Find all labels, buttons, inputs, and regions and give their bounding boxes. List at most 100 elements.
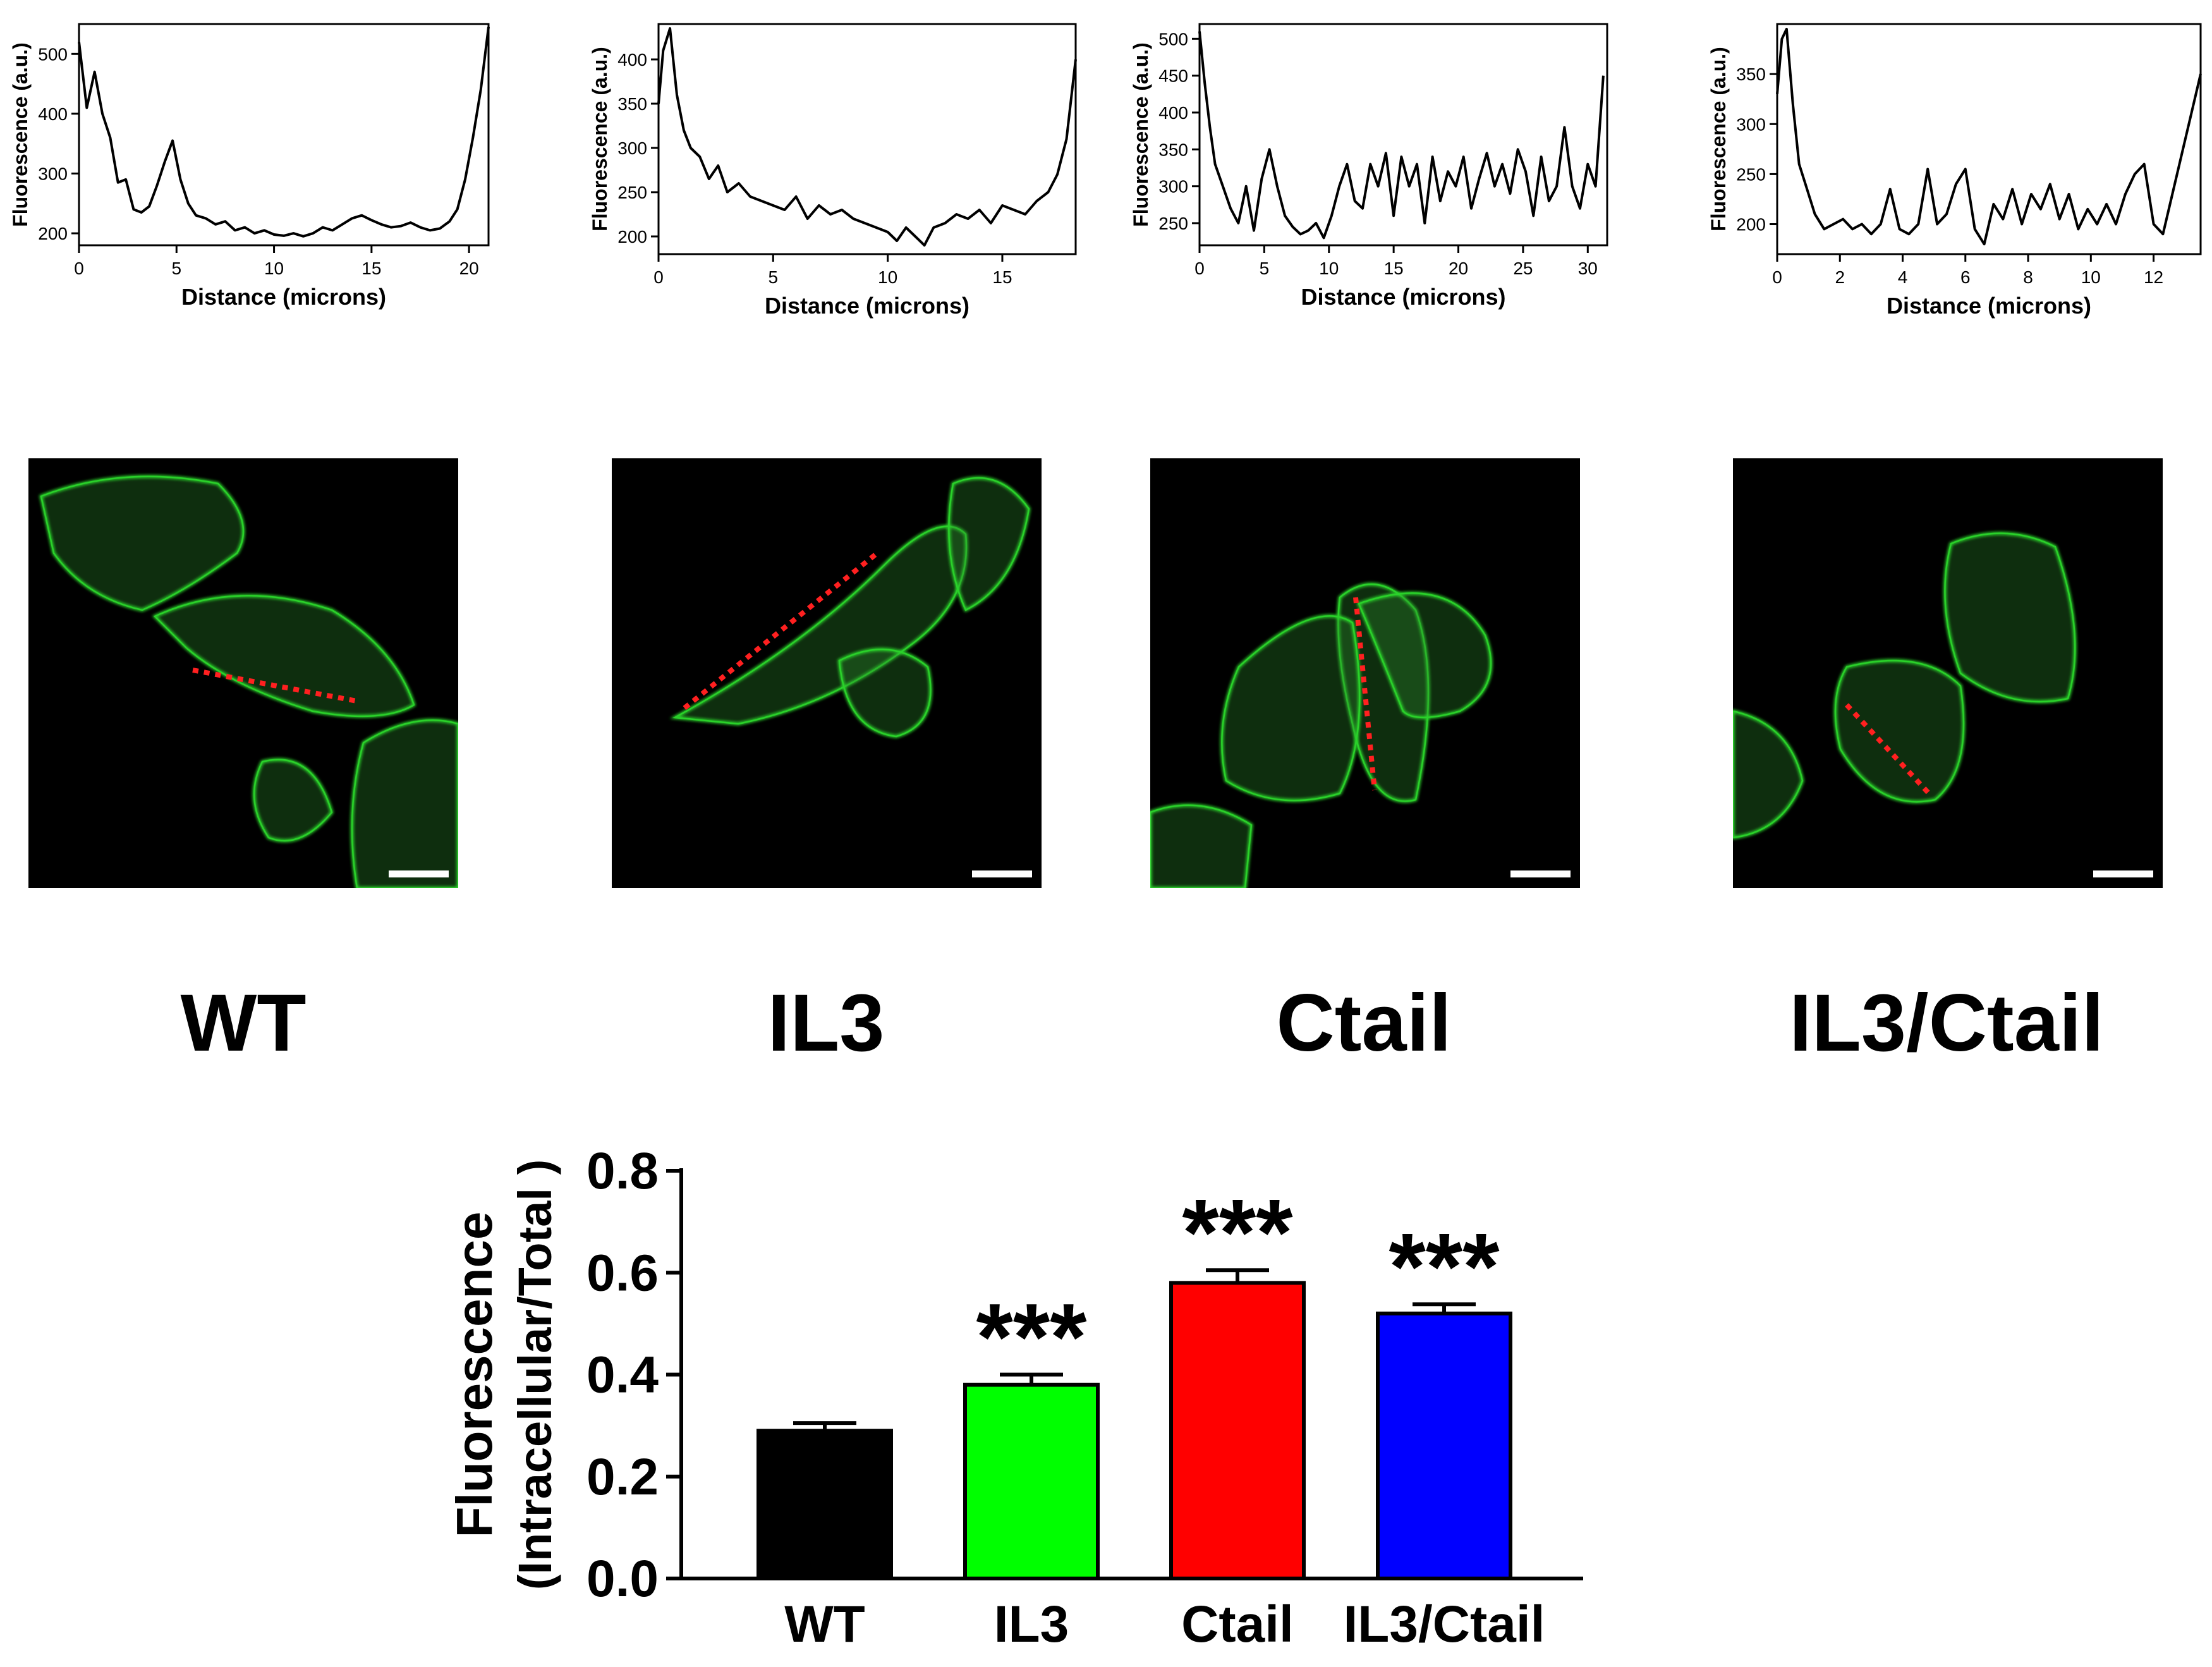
y-tick-label: 250 xyxy=(617,183,647,202)
x-tick-label: 4 xyxy=(1898,267,1908,287)
cell-membrane xyxy=(1834,659,1965,803)
condition-label: IL3 xyxy=(767,978,885,1068)
x-tick-label: 0 xyxy=(653,267,664,287)
y-tick-label: 200 xyxy=(38,224,68,243)
y-axis-title: Fluorescence xyxy=(446,1212,502,1538)
y-tick-label: 500 xyxy=(1158,29,1188,49)
cell-membrane xyxy=(1150,804,1253,888)
scale-bar xyxy=(389,870,449,877)
micrograph-wt xyxy=(28,458,458,888)
y-axis-title: Fluorescence (a.u.) xyxy=(1707,47,1730,231)
x-axis-title: Distance (microns) xyxy=(1301,284,1505,310)
micrograph-il3-ctail xyxy=(1733,458,2163,888)
x-tick-label: 15 xyxy=(992,267,1012,287)
micrograph-canvas xyxy=(39,475,458,888)
y-axis-title: Fluorescence (a.u.) xyxy=(588,47,611,231)
cell-membrane xyxy=(40,475,245,611)
bar-wt xyxy=(757,1429,893,1580)
x-tick-label: 5 xyxy=(769,267,779,287)
y-tick-label: 450 xyxy=(1158,66,1188,86)
line-scan-marker xyxy=(683,551,879,711)
micrograph-canvas xyxy=(1733,532,2153,877)
line-scan-marker xyxy=(192,668,361,704)
cell-membrane xyxy=(1733,710,1804,839)
cell-membrane xyxy=(153,595,415,717)
x-tick-label: 5 xyxy=(1260,259,1270,278)
micrograph-canvas xyxy=(1150,582,1571,888)
plot-frame xyxy=(1776,23,2202,255)
bar-il3-ctail xyxy=(1376,1311,1512,1580)
y-tick-label: 250 xyxy=(1158,214,1188,233)
y-tick-label: 300 xyxy=(617,138,647,158)
x-tick-label: 30 xyxy=(1578,259,1598,278)
cell-membrane xyxy=(1944,532,2076,703)
cell-membrane xyxy=(1221,615,1361,802)
x-tick-label: 0 xyxy=(1772,267,1782,287)
x-tick-label: 10 xyxy=(878,267,897,287)
cell-membrane xyxy=(838,648,932,738)
y-tick-label: 250 xyxy=(1736,164,1766,184)
cell-membrane xyxy=(253,759,333,842)
y-axis-title: Fluorescence (a.u.) xyxy=(1129,42,1152,227)
condition-label: Ctail xyxy=(1276,978,1452,1068)
x-tick-label: IL3 xyxy=(994,1596,1069,1653)
plot-frame xyxy=(78,23,490,247)
y-tick-label: 300 xyxy=(1158,177,1188,197)
y-tick-label: 0.2 xyxy=(586,1448,659,1506)
x-tick-label: 20 xyxy=(459,259,479,278)
y-tick-label: 500 xyxy=(38,44,68,64)
cell-membrane xyxy=(1358,592,1492,719)
x-tick-label: 10 xyxy=(2081,267,2101,287)
condition-label: IL3/Ctail xyxy=(1789,978,2104,1068)
profile-il3: 0 5 10 15 200 250 300 350 400 Distance (microns) F… xyxy=(588,23,1077,319)
x-tick-label: 15 xyxy=(1384,259,1404,278)
y-tick-label: 400 xyxy=(1158,103,1188,123)
y-tick-label: 350 xyxy=(1736,64,1766,84)
line-scan-marker xyxy=(1353,597,1377,791)
line-scan-marker xyxy=(1845,703,1931,795)
x-axis-title: Distance (microns) xyxy=(1887,293,2091,319)
x-tick-label: 12 xyxy=(2144,267,2163,287)
y-tick-label: 200 xyxy=(1736,215,1766,235)
y-tick-label: 300 xyxy=(1736,114,1766,134)
y-tick-label: 300 xyxy=(38,164,68,183)
x-tick-label: 0 xyxy=(74,259,84,278)
significance-marker: *** xyxy=(976,1284,1087,1390)
bar-ctail xyxy=(1169,1281,1306,1580)
x-tick-label: 20 xyxy=(1449,259,1468,278)
y-tick-label: 400 xyxy=(38,104,68,124)
x-tick-label: 5 xyxy=(171,259,181,278)
profile-il3-ctail: 0 2 4 6 8 10 12 200 250 300 350 Distance (microns) F… xyxy=(1707,23,2202,319)
x-tick-label: 0 xyxy=(1194,259,1205,278)
profile-line xyxy=(1198,31,1605,240)
micrograph-ctail xyxy=(1150,458,1580,888)
x-tick-label: IL3/Ctail xyxy=(1344,1596,1545,1653)
x-axis-title: Distance (microns) xyxy=(181,284,386,310)
profile-wt: 0 5 10 15 20 200 300 400 500 Distance (microns) Fl… xyxy=(9,23,490,310)
x-tick-label: 6 xyxy=(1960,267,1971,287)
cell-membrane xyxy=(948,477,1030,611)
y-axis-subtitle: (Intracellular/Total ) xyxy=(509,1159,561,1590)
plot-frame xyxy=(1198,23,1608,247)
bar-chart: 0.0 0.2 0.4 0.6 0.8 Fluorescence (Intracellula… xyxy=(446,1142,1583,1653)
y-tick-label: 350 xyxy=(617,94,647,114)
cell-membrane xyxy=(351,719,458,888)
y-tick-label: 400 xyxy=(617,50,647,70)
micrograph-canvas xyxy=(669,476,1032,877)
x-tick-label: 2 xyxy=(1835,267,1845,287)
profile-line xyxy=(1776,27,2202,246)
x-tick-label: 8 xyxy=(2023,267,2033,287)
x-tick-label: 15 xyxy=(362,259,381,278)
micrograph-il3 xyxy=(612,458,1042,888)
profile-line xyxy=(657,27,1077,247)
x-tick-label: Ctail xyxy=(1181,1596,1294,1653)
scale-bar xyxy=(2093,870,2153,877)
x-axis-title: Distance (microns) xyxy=(765,293,969,319)
y-tick-label: 0.8 xyxy=(586,1142,659,1200)
x-tick-label: 25 xyxy=(1513,259,1533,278)
y-tick-label: 0.4 xyxy=(586,1346,659,1404)
plot-frame xyxy=(657,23,1077,255)
y-tick-label: 200 xyxy=(617,227,647,247)
y-axis-title: Fluorescence (a.u.) xyxy=(9,42,32,227)
